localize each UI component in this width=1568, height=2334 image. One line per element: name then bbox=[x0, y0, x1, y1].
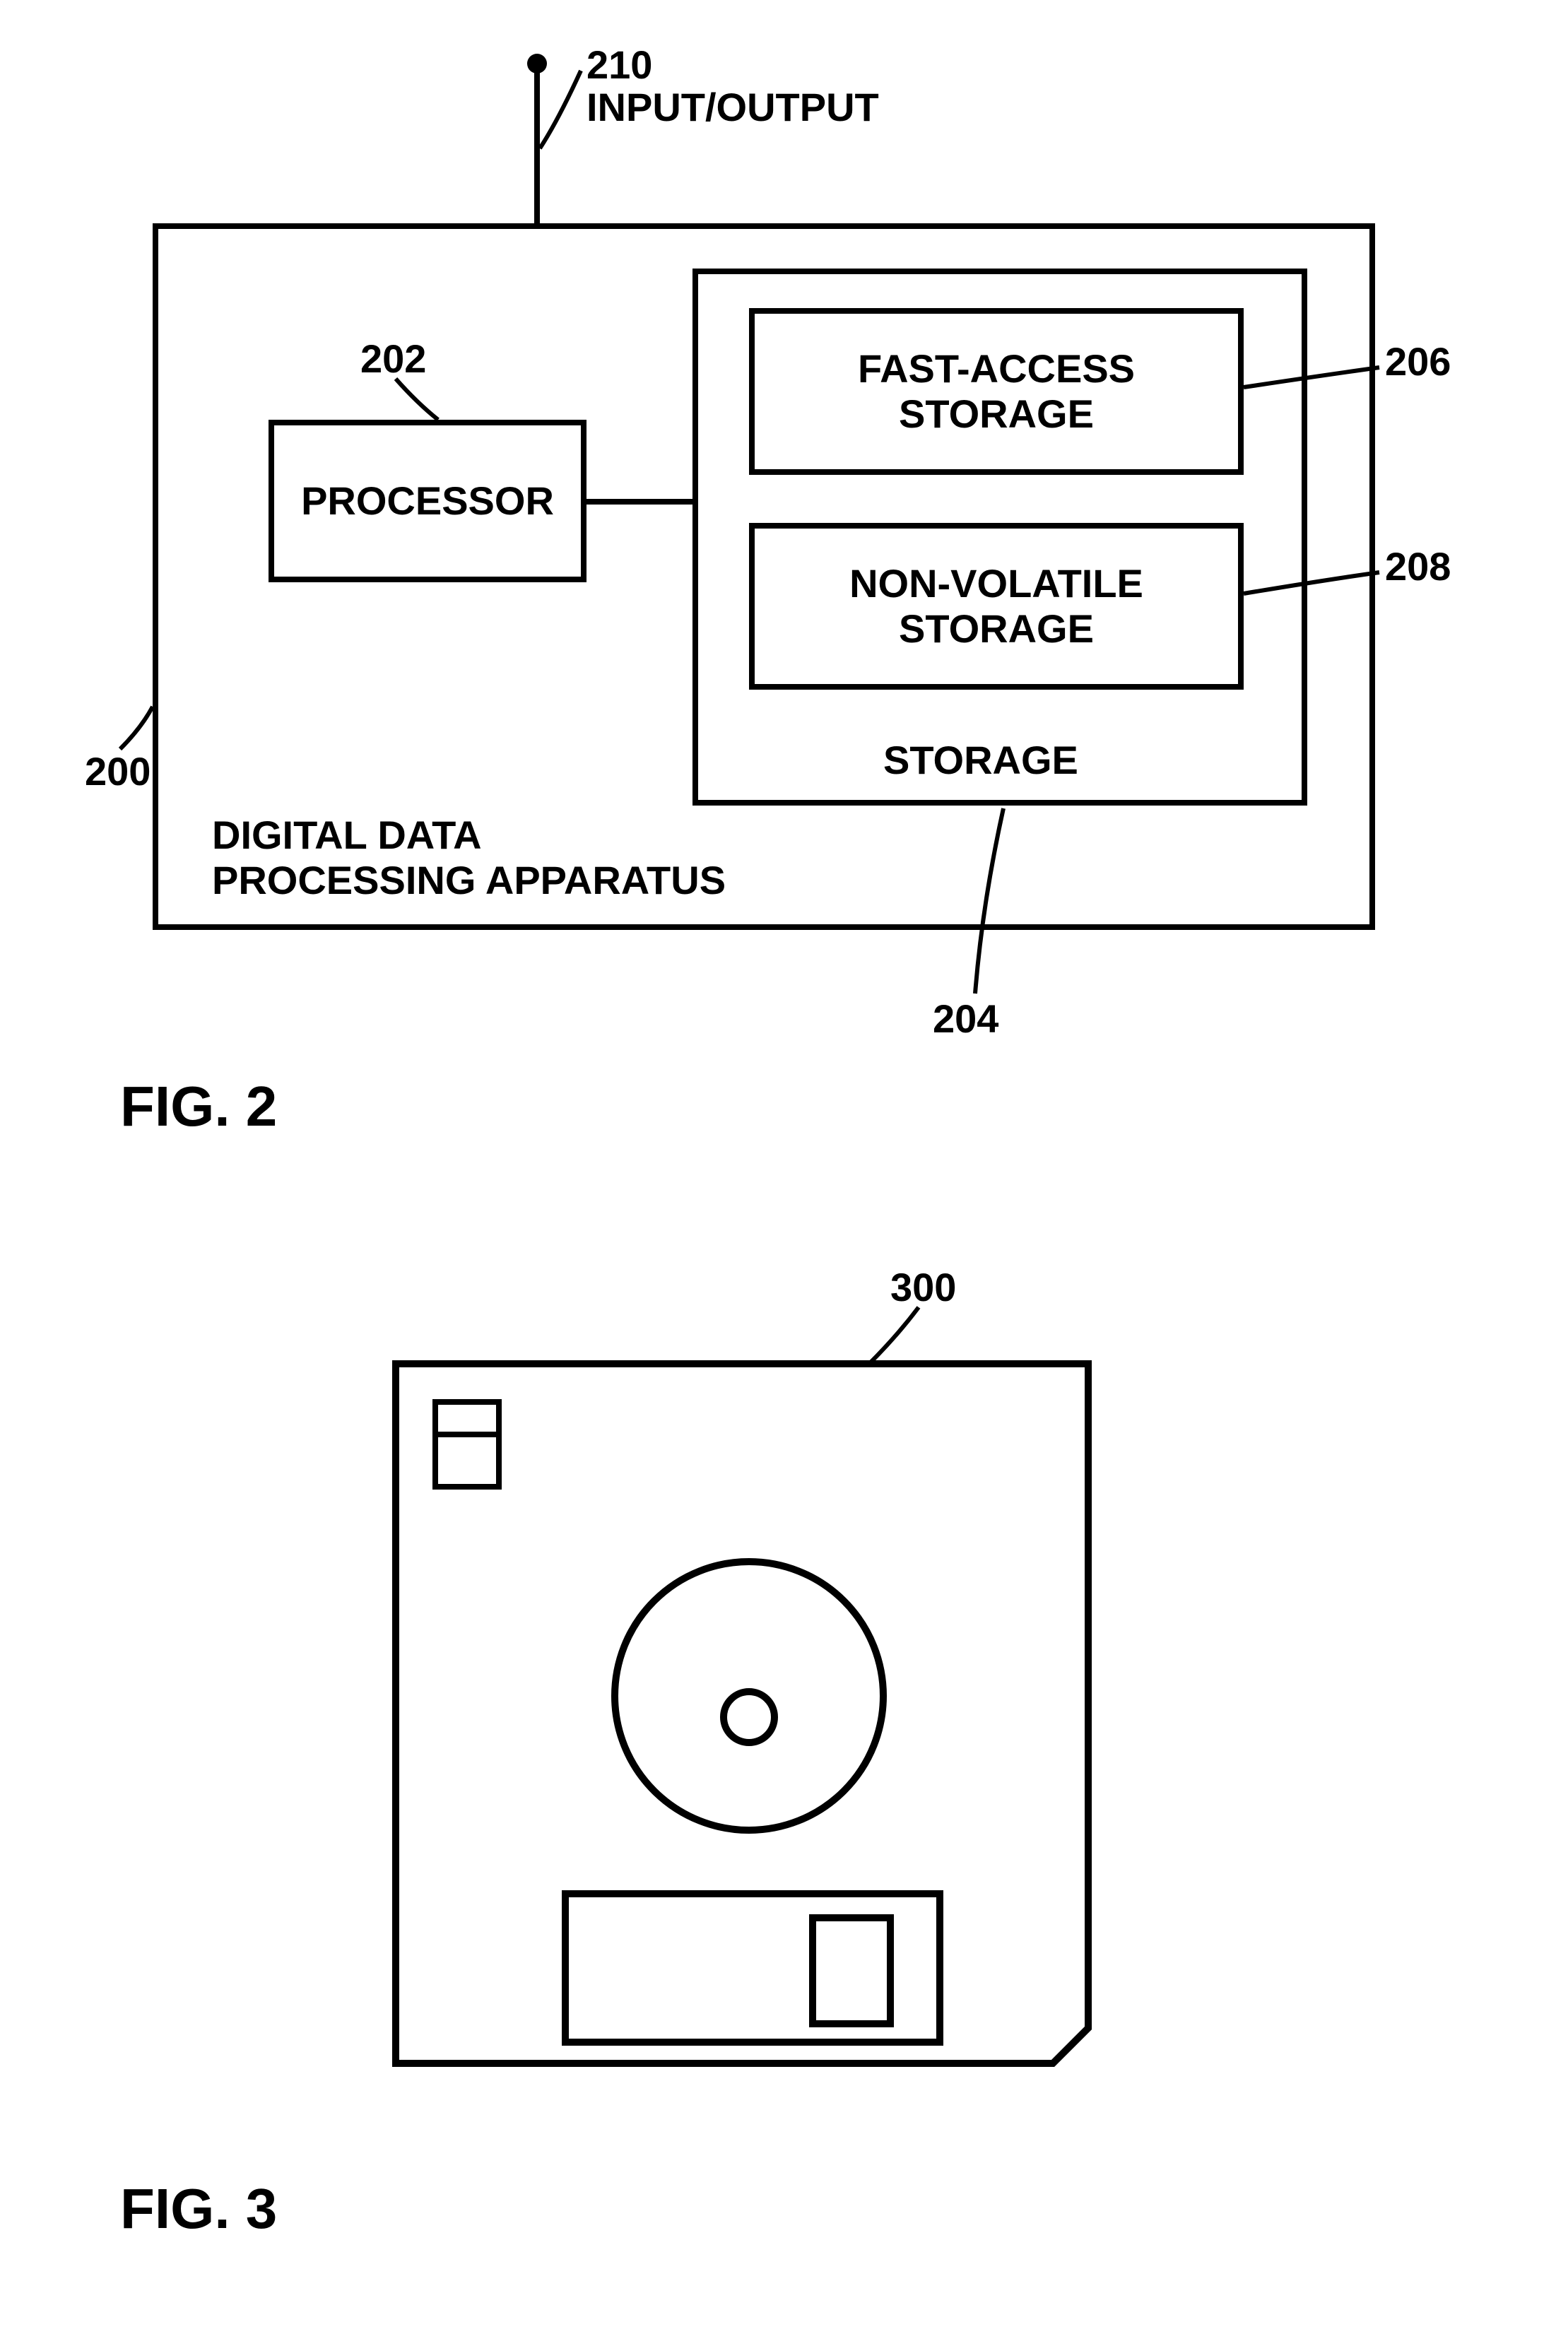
floppy-disk-icon bbox=[0, 0, 1568, 2334]
